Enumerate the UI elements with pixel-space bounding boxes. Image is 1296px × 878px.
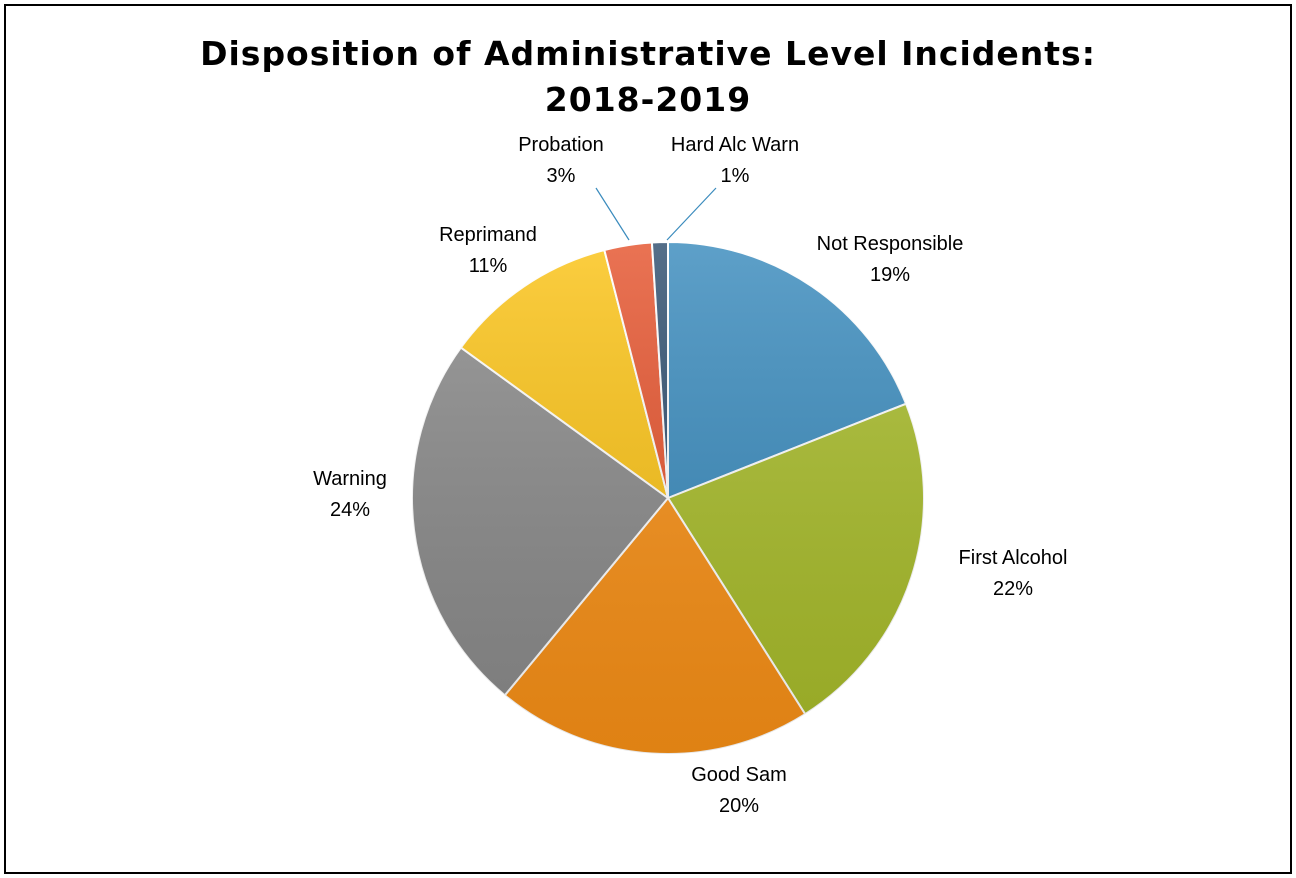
data-label-good-sam: Good Sam 20%: [691, 764, 787, 817]
data-label-reprimand: Reprimand 11%: [439, 224, 537, 277]
leader-lines: [595, 187, 717, 241]
data-label-warning: Warning 24%: [313, 468, 387, 521]
pie-slices: [411, 240, 925, 755]
leader-line-probation: [595, 187, 630, 241]
leader-line-hard-alc-warn: [666, 187, 717, 241]
data-label-probation: Probation 3%: [518, 134, 604, 187]
data-labels: Not Responsible 19% First Alcohol 22% Good S…: [313, 134, 1067, 817]
chart-title-line-2: 2018-2019: [544, 80, 752, 119]
data-label-not-responsible: Not Responsible 19%: [817, 233, 964, 286]
chart-title-line-1: Disposition of Administrative Level Inci…: [200, 34, 1096, 73]
data-label-hard-alc-warn: Hard Alc Warn 1%: [671, 134, 799, 187]
data-label-first-alcohol: First Alcohol 22%: [959, 547, 1068, 600]
